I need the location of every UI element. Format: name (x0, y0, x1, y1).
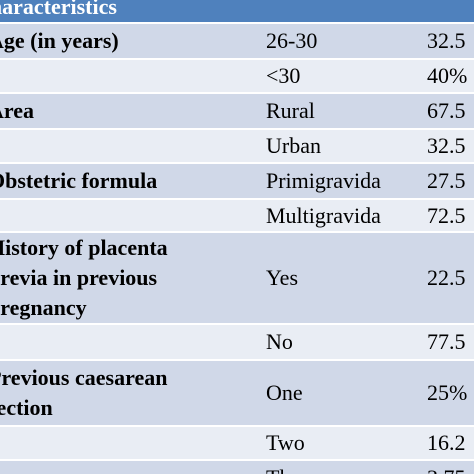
characteristic-line: pregnancy (0, 295, 87, 320)
characteristic-line: section (0, 395, 53, 420)
characteristic-line: previa in previous (0, 265, 158, 290)
category-cell: Multigravida (250, 199, 413, 233)
value-cell: 77.5 (413, 324, 474, 361)
value-cell: 32.5 (413, 129, 474, 164)
value-cell: 67.5 (413, 93, 474, 130)
category-cell: <30 (250, 59, 413, 94)
table-row: History of placenta previa in previous p… (0, 232, 474, 325)
value-cell: 25% (413, 360, 474, 427)
characteristic-cell (0, 199, 250, 233)
table-row: Urban 32.5 (0, 129, 474, 164)
table-header-cell: Characteristics (0, 0, 474, 24)
category-cell: Urban (250, 129, 413, 164)
table-row: Two 16.2 (0, 426, 474, 461)
category-cell: Two (250, 426, 413, 461)
table-row: <30 40% (0, 59, 474, 94)
table-row: Age (in years) 26-30 32.5 (0, 23, 474, 60)
characteristic-line: Previous caesarean (0, 365, 168, 390)
characteristic-cell (0, 59, 250, 94)
category-cell: Yes (250, 232, 413, 325)
table-row: Area Rural 67.5 (0, 93, 474, 130)
value-cell: 3.75 (413, 460, 474, 474)
category-cell: 26-30 (250, 23, 413, 60)
category-cell: Three (250, 460, 413, 474)
table-row: Multigravida 72.5 (0, 199, 474, 233)
table-header-label: Characteristics (0, 0, 117, 19)
characteristic-cell: History of placenta previa in previous p… (0, 232, 250, 325)
table-row: Obstetric formula Primigravida 27.5 (0, 163, 474, 200)
table-row: No 77.5 (0, 324, 474, 361)
table-row: Previous caesarean section One 25% (0, 360, 474, 427)
characteristic-cell: Previous caesarean section (0, 360, 250, 427)
category-cell: Rural (250, 93, 413, 130)
characteristic-cell: Area (0, 93, 250, 130)
value-cell: 16.2 (413, 426, 474, 461)
value-cell: 22.5 (413, 232, 474, 325)
characteristic-cell (0, 324, 250, 361)
category-cell: Primigravida (250, 163, 413, 200)
characteristic-cell: Obstetric formula (0, 163, 250, 200)
characteristic-line: History of placenta (0, 235, 168, 260)
characteristic-cell (0, 426, 250, 461)
value-cell: 32.5 (413, 23, 474, 60)
table-row: Three 3.75 (0, 460, 474, 474)
category-cell: One (250, 360, 413, 427)
characteristic-cell (0, 129, 250, 164)
value-cell: 72.5 (413, 199, 474, 233)
category-cell: No (250, 324, 413, 361)
table-header-row: Characteristics (0, 0, 474, 24)
value-cell: 40% (413, 59, 474, 94)
characteristic-cell: Age (in years) (0, 23, 250, 60)
value-cell: 27.5 (413, 163, 474, 200)
characteristic-cell (0, 460, 250, 474)
